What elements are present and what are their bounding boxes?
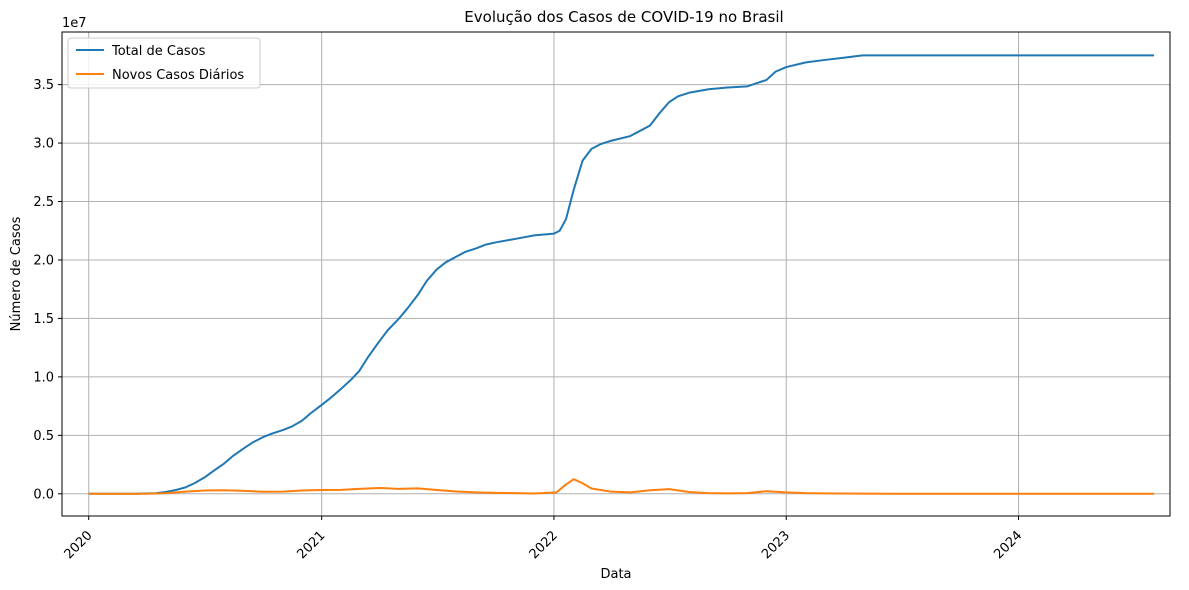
legend-label-new: Novos Casos Diários [112,68,244,83]
series-line-total-cases [88,54,1155,495]
chart-title: Evolução dos Casos de COVID-19 no Brasil [464,8,783,26]
series-line-new-daily-cases [88,478,1155,495]
y-tick-label: 2.5 [33,195,54,210]
y-tick-label: 0.5 [33,429,54,444]
legend-box [67,37,261,89]
y-tick-label: 3.5 [33,78,54,93]
y-tick-label: 1.0 [33,370,54,385]
y-offset-label: 1e7 [62,16,87,31]
legend: Total de Casos Novos Casos Diários [67,37,261,89]
y-tick-label: 2.0 [33,253,54,268]
x-axis-label: Data [600,567,631,582]
series-lines [88,54,1155,495]
legend-label-total: Total de Casos [111,44,206,59]
plot-frame [61,31,1171,517]
y-tick-label: 1.5 [33,312,54,327]
y-tick-label: 0.0 [33,487,54,502]
y-axis-label: Número de Casos [9,216,24,331]
grid [62,32,1170,516]
y-tick-label: 3.0 [33,137,54,152]
